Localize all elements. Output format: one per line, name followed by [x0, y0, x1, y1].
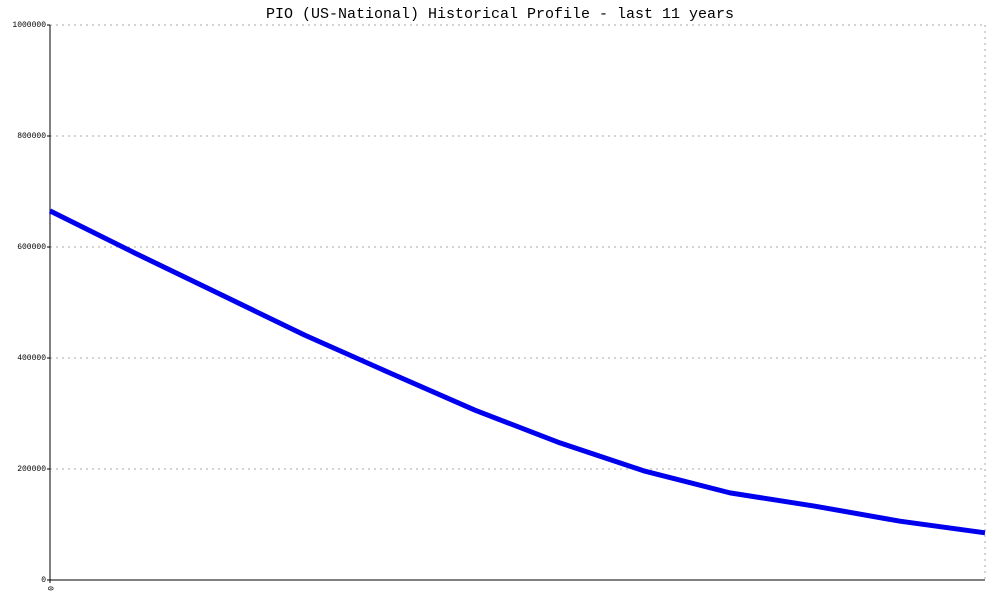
- y-tick-label: 200000: [17, 465, 46, 474]
- line: [48, 208, 986, 536]
- y-tick-label: 1000000: [12, 21, 46, 30]
- x-tick-label: 0: [45, 586, 54, 591]
- y-tick-label: 400000: [17, 354, 46, 363]
- chart-title: PIO (US-National) Historical Profile - l…: [266, 6, 734, 23]
- y-tick-label: 600000: [17, 243, 46, 252]
- y-tick-label: 800000: [17, 132, 46, 141]
- y-tick-label: 0: [41, 576, 46, 585]
